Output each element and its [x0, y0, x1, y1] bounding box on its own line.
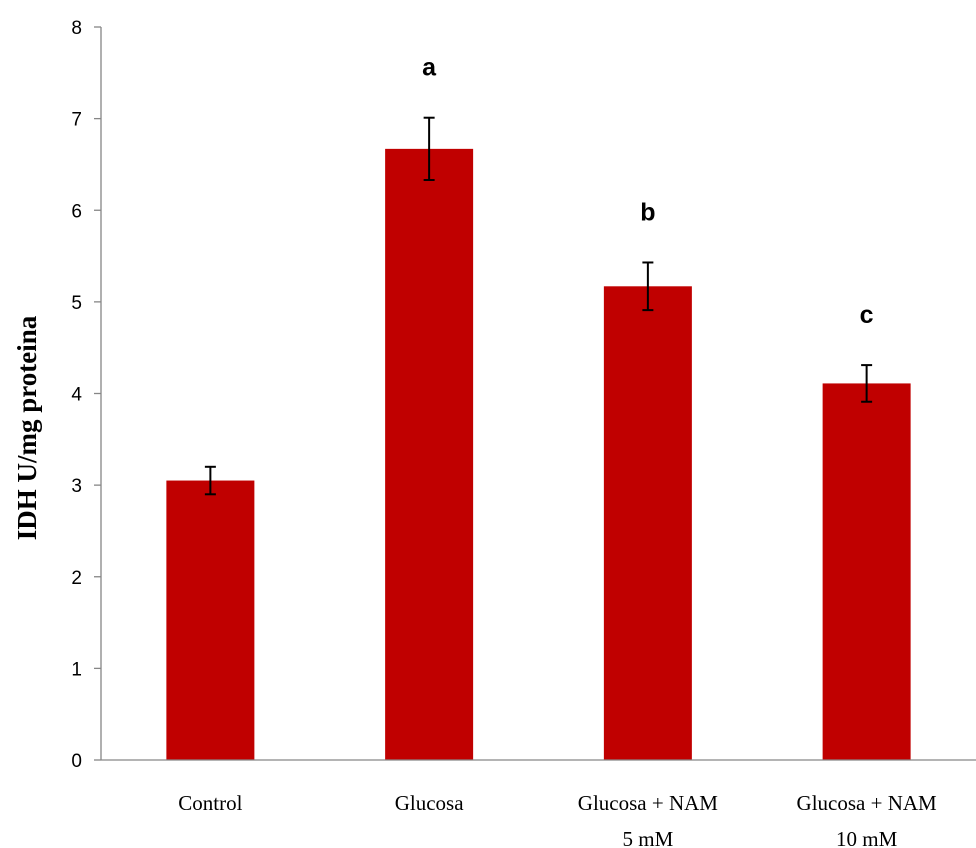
x-category-label: Control	[178, 791, 242, 815]
y-tick-label: 0	[71, 751, 82, 772]
x-category-label: 5 mM	[622, 827, 673, 848]
bar	[166, 480, 255, 760]
x-category-label: Glucosa + NAM	[797, 791, 937, 815]
error-bars	[204, 116, 873, 496]
y-axis-label: IDH U/mg proteina	[12, 315, 42, 540]
bar	[603, 286, 692, 760]
significance-annotations: a b c	[422, 54, 874, 329]
y-tick-label: 5	[71, 293, 82, 314]
y-tick-label: 6	[71, 201, 82, 222]
x-category-label: Glucosa	[395, 791, 464, 815]
bar	[385, 148, 474, 760]
significance-letter: b	[640, 198, 655, 226]
y-tick-label: 1	[71, 659, 82, 680]
y-tick-label: 4	[71, 385, 82, 406]
y-tick-label: 8	[71, 18, 82, 39]
bars	[166, 148, 911, 760]
x-axis: Control Glucosa Glucosa + NAM 5 mM Glucosa +…	[101, 759, 976, 848]
significance-letter: a	[422, 54, 437, 82]
x-category-label: 10 mM	[836, 827, 898, 848]
x-category-label: Glucosa + NAM	[578, 791, 718, 815]
y-axis: 0 1 2 3 4 5 6 7 8	[71, 18, 102, 772]
y-tick-label: 7	[71, 110, 82, 131]
bar	[822, 383, 911, 760]
y-tick-label: 2	[71, 568, 82, 589]
y-tick-label: 3	[71, 476, 82, 497]
significance-letter: c	[860, 301, 874, 329]
